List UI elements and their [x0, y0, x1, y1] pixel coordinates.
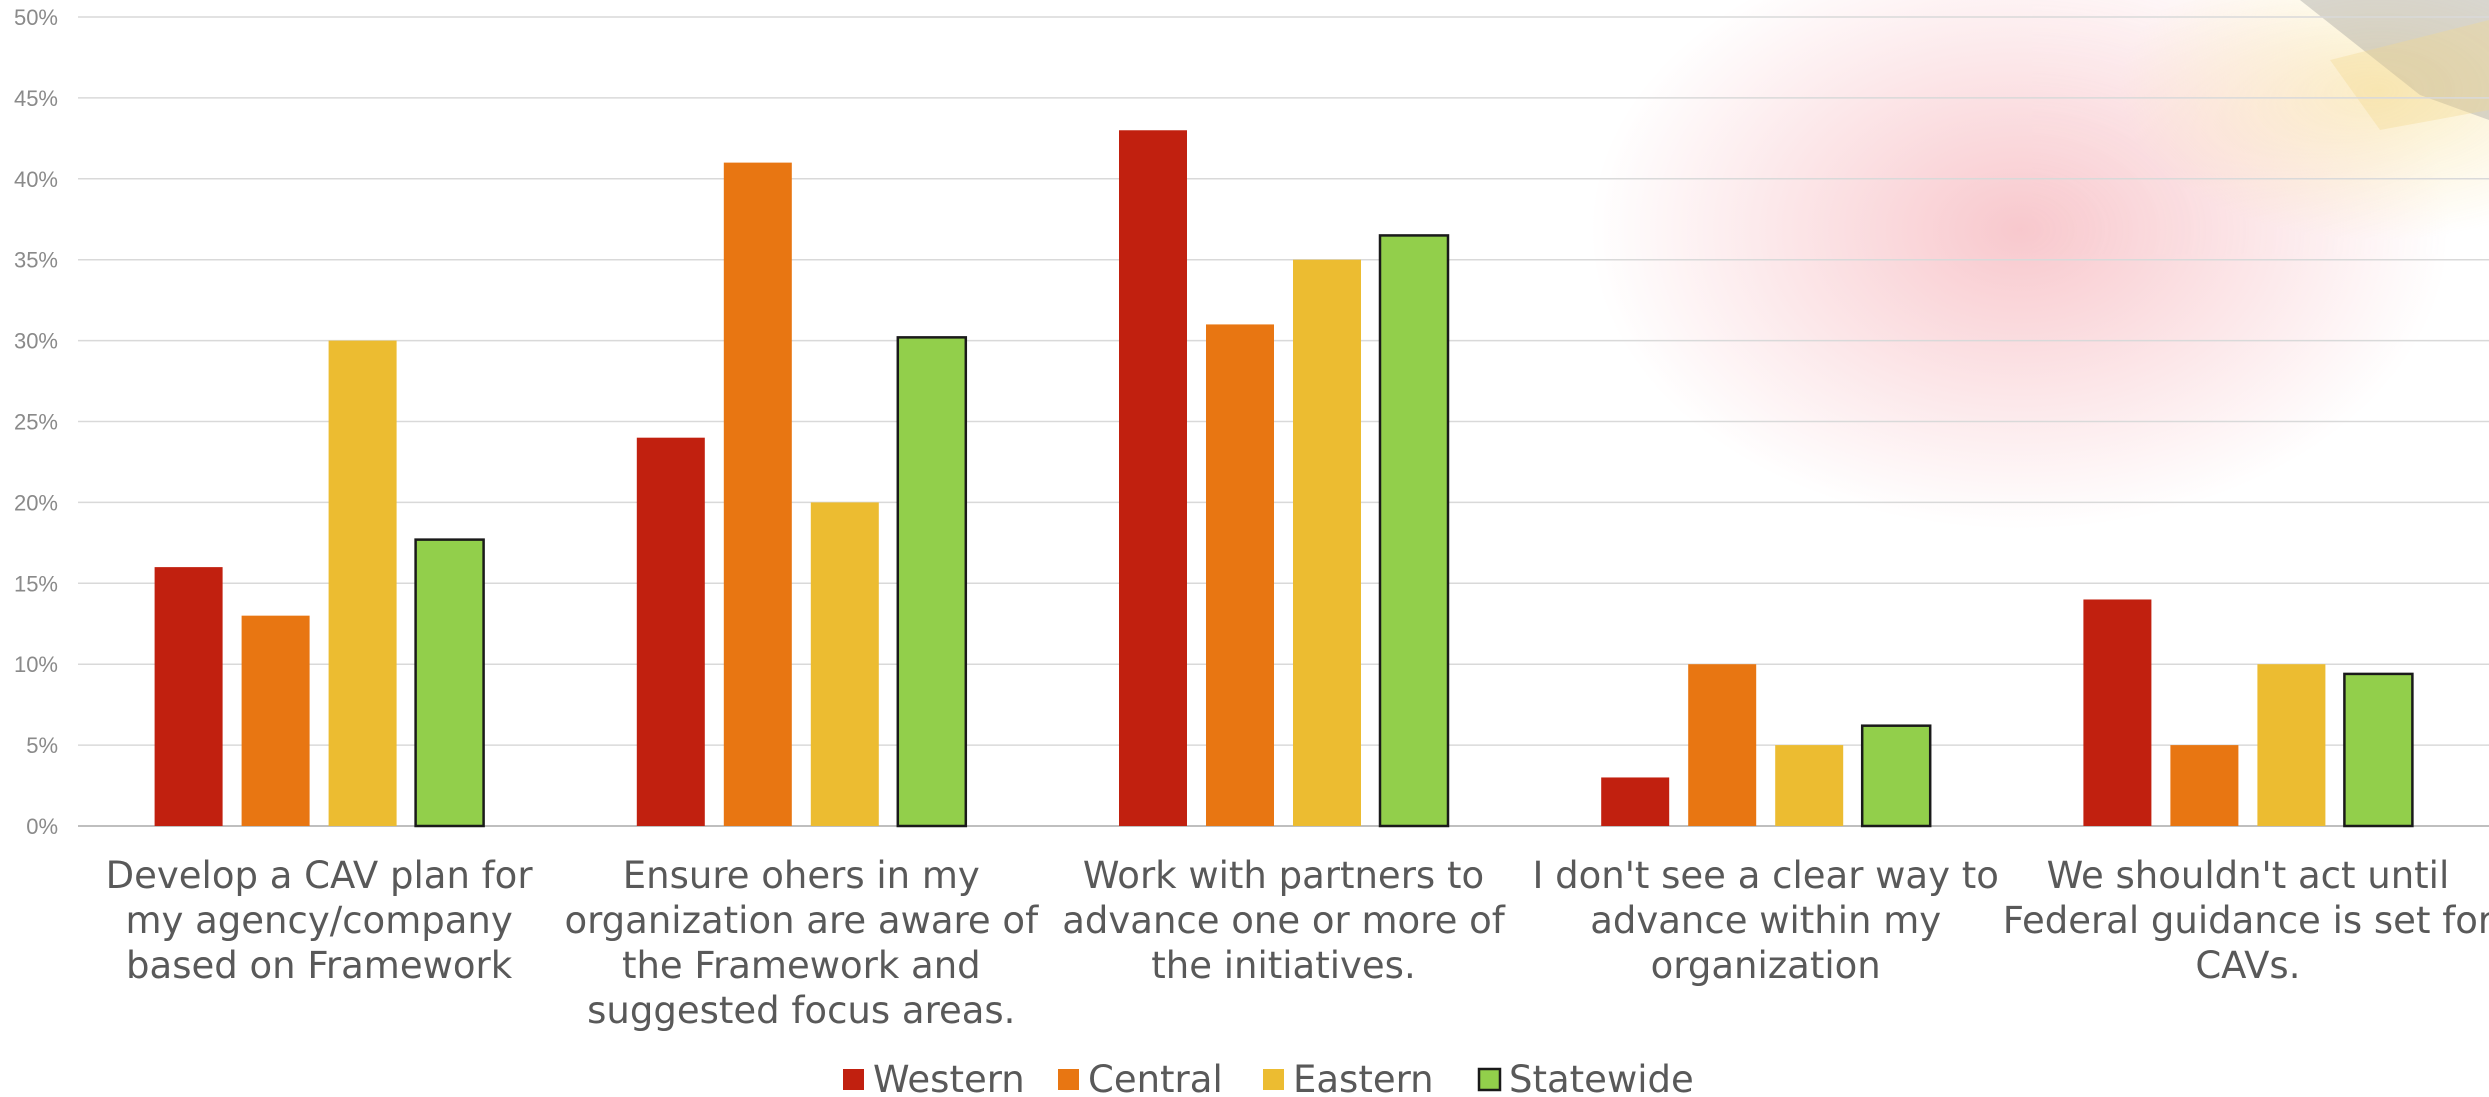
bar-western: [2083, 599, 2152, 826]
category-label: Ensure ohers in my: [623, 854, 980, 897]
legend-label-eastern: Eastern: [1293, 1058, 1434, 1097]
category-label: based on Framework: [126, 944, 513, 987]
bar-central: [1206, 324, 1274, 826]
y-tick-label: 45%: [14, 86, 58, 111]
bar-eastern: [2257, 664, 2326, 826]
bar-central: [1688, 664, 1757, 826]
y-tick-label: 35%: [14, 248, 58, 273]
bar-central: [2170, 745, 2239, 826]
legend-swatch-central: [1058, 1069, 1079, 1090]
y-tick-label: 25%: [14, 410, 58, 435]
legend-label-statewide: Statewide: [1509, 1058, 1694, 1097]
legend-swatch-eastern: [1263, 1069, 1284, 1090]
bars: [154, 130, 2414, 828]
bar-central: [241, 615, 310, 826]
y-tick-label: 10%: [14, 652, 58, 677]
bar-central: [723, 162, 792, 826]
category-label: Federal guidance is set for: [2003, 899, 2489, 942]
bar-eastern: [1775, 745, 1844, 826]
y-tick-label: 40%: [14, 167, 58, 192]
category-label: suggested focus areas.: [587, 989, 1015, 1032]
category-label: CAVs.: [2195, 944, 2300, 987]
category-label: Work with partners to: [1083, 854, 1484, 897]
bar-western: [636, 437, 705, 826]
bar-statewide: [414, 538, 485, 828]
legend-label-western: Western: [873, 1058, 1025, 1097]
bar-eastern: [1293, 259, 1361, 826]
y-tick-label: 0%: [26, 814, 58, 839]
legend-swatch-statewide: [1477, 1067, 1502, 1092]
background-flag-watermark: [1590, 0, 2489, 530]
y-tick-label: 20%: [14, 490, 58, 515]
category-label: the initiatives.: [1151, 944, 1415, 987]
bar-western: [1601, 777, 1670, 826]
category-label: advance within my: [1590, 899, 1941, 942]
bar-eastern: [810, 502, 879, 826]
y-axis-tick-labels: 0% 5% 10% 15% 20% 25% 30% 35% 40% 45% 50%: [14, 5, 58, 839]
y-tick-label: 5%: [26, 733, 58, 758]
bar-statewide: [1860, 724, 1932, 828]
category-label: my agency/company: [125, 899, 512, 942]
category-label: We shouldn't act until: [2047, 854, 2450, 897]
category-label: Develop a CAV plan for: [106, 854, 534, 897]
bar-statewide: [896, 336, 968, 828]
bar-eastern: [328, 340, 397, 826]
y-tick-label: 50%: [14, 5, 58, 30]
bar-western: [1119, 130, 1187, 826]
category-label: I don't see a clear way to: [1532, 854, 1998, 897]
bar-statewide: [2343, 672, 2414, 828]
category-label: organization are aware of: [564, 899, 1039, 942]
y-tick-label: 15%: [14, 571, 58, 596]
bar-western: [154, 567, 223, 826]
legend-label-central: Central: [1088, 1058, 1223, 1097]
legend: Western Central Eastern Statewide: [843, 1058, 1694, 1097]
legend-swatch-western: [843, 1069, 864, 1090]
category-label: advance one or more of: [1062, 899, 1506, 942]
category-label: the Framework and: [622, 944, 981, 987]
category-label: organization: [1651, 944, 1881, 987]
bar-statewide: [1378, 234, 1450, 828]
y-tick-label: 30%: [14, 329, 58, 354]
